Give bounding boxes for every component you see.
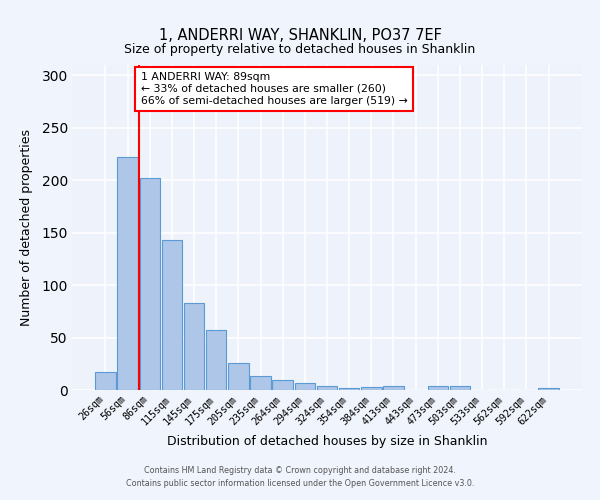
Bar: [118, 158, 138, 390]
Bar: [317, 386, 337, 390]
Bar: [161, 240, 182, 390]
Bar: [383, 386, 404, 390]
Bar: [250, 376, 271, 390]
Text: 1, ANDERRI WAY, SHANKLIN, PO37 7EF: 1, ANDERRI WAY, SHANKLIN, PO37 7EF: [158, 28, 442, 42]
Bar: [228, 362, 248, 390]
Bar: [295, 382, 315, 390]
Bar: [428, 386, 448, 390]
Bar: [450, 386, 470, 390]
X-axis label: Distribution of detached houses by size in Shanklin: Distribution of detached houses by size …: [167, 435, 487, 448]
Bar: [95, 372, 116, 390]
Y-axis label: Number of detached properties: Number of detached properties: [20, 129, 33, 326]
Bar: [272, 380, 293, 390]
Bar: [538, 388, 559, 390]
Bar: [140, 178, 160, 390]
Text: Size of property relative to detached houses in Shanklin: Size of property relative to detached ho…: [124, 42, 476, 56]
Bar: [361, 387, 382, 390]
Bar: [206, 330, 226, 390]
Text: Contains HM Land Registry data © Crown copyright and database right 2024.
Contai: Contains HM Land Registry data © Crown c…: [126, 466, 474, 487]
Bar: [184, 303, 204, 390]
Bar: [339, 388, 359, 390]
Text: 1 ANDERRI WAY: 89sqm
← 33% of detached houses are smaller (260)
66% of semi-deta: 1 ANDERRI WAY: 89sqm ← 33% of detached h…: [141, 72, 407, 106]
